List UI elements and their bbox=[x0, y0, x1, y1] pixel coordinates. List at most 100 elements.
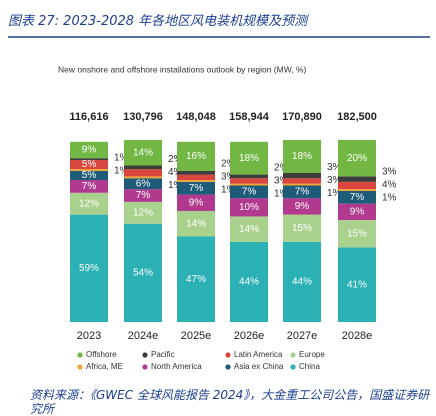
legend-swatch bbox=[225, 352, 231, 358]
value-label-outside: 3% bbox=[327, 162, 342, 173]
bar-segment bbox=[70, 160, 108, 170]
value-label: 14% bbox=[133, 147, 153, 158]
legend-swatch bbox=[77, 364, 83, 370]
bar-segment bbox=[124, 140, 162, 166]
legend-swatch bbox=[225, 364, 231, 370]
bar-segment bbox=[338, 140, 376, 177]
value-label-outside: 2% bbox=[221, 159, 236, 170]
bar-segment bbox=[124, 176, 162, 179]
bar-segment bbox=[70, 192, 108, 215]
value-label: 15% bbox=[292, 223, 312, 234]
value-label: 18% bbox=[292, 151, 312, 162]
source-note: 资料来源：《GWEC 全球风能报告 2024》，大金重工公司公告，国盛证券研究所 bbox=[30, 388, 430, 416]
bar-segment bbox=[177, 180, 215, 182]
bar-segment bbox=[124, 169, 162, 177]
legend-swatch bbox=[142, 364, 148, 370]
bar-segment bbox=[124, 178, 162, 190]
value-label: 7% bbox=[136, 190, 151, 201]
legend-label: Europe bbox=[299, 350, 325, 359]
bar-segment bbox=[124, 223, 162, 322]
legend-swatch bbox=[290, 352, 296, 358]
value-label: 14% bbox=[239, 224, 259, 235]
value-label: 18% bbox=[239, 153, 259, 164]
value-label-outside: 4% bbox=[168, 167, 183, 178]
value-label: 44% bbox=[239, 277, 259, 288]
bar-segment bbox=[177, 236, 215, 322]
legend-label: China bbox=[299, 362, 320, 371]
bar-segment bbox=[177, 181, 215, 195]
value-label: 12% bbox=[79, 198, 99, 209]
bar-segment bbox=[124, 189, 162, 202]
bar-segment bbox=[177, 170, 215, 175]
value-label: 7% bbox=[350, 192, 365, 203]
value-label: 14% bbox=[186, 218, 206, 229]
bar-segment bbox=[283, 185, 321, 199]
value-label: 7% bbox=[82, 181, 97, 192]
bar-segment bbox=[70, 170, 108, 181]
bar-segment bbox=[338, 190, 376, 204]
value-label-outside: 3% bbox=[221, 172, 236, 183]
legend-swatch bbox=[77, 352, 83, 358]
bar-segment bbox=[70, 214, 108, 322]
bar-segment bbox=[283, 198, 321, 215]
bar-segment bbox=[70, 169, 108, 171]
legend-swatch bbox=[142, 352, 148, 358]
value-label-outside: 2% bbox=[274, 162, 289, 173]
value-label: 9% bbox=[82, 145, 97, 156]
bar-segment bbox=[283, 172, 321, 179]
value-label-outside: 1% bbox=[221, 185, 236, 196]
value-label: 15% bbox=[347, 228, 367, 239]
total-label: 130,796 bbox=[123, 111, 163, 123]
value-label-outside: 3% bbox=[382, 167, 397, 178]
bar-segment bbox=[230, 183, 268, 186]
value-label-outside: 4% bbox=[382, 180, 397, 191]
bar-segment bbox=[283, 140, 321, 173]
value-label: 9% bbox=[350, 207, 365, 218]
bar-segment bbox=[124, 165, 162, 170]
chart-title: New onshore and offshore installations o… bbox=[58, 64, 307, 74]
value-label-outside: 1% bbox=[168, 180, 183, 191]
value-label: 6% bbox=[136, 178, 151, 189]
value-label-outside: 1% bbox=[274, 188, 289, 199]
value-label: 9% bbox=[189, 197, 204, 208]
legend-label: North America bbox=[151, 362, 202, 371]
bar-segment bbox=[230, 216, 268, 242]
value-label: 44% bbox=[292, 277, 312, 288]
bar-segment bbox=[338, 220, 376, 248]
value-label: 12% bbox=[133, 207, 153, 218]
total-label: 116,616 bbox=[69, 111, 108, 123]
total-label: 158,944 bbox=[229, 111, 270, 123]
value-label-outside: 1% bbox=[382, 193, 397, 204]
bar-segment bbox=[70, 180, 108, 193]
bar-segment bbox=[177, 174, 215, 181]
legend-label: Offshore bbox=[86, 350, 117, 359]
legend-label: Asia ex China bbox=[234, 362, 284, 371]
bar-segment bbox=[338, 189, 376, 191]
value-label: 16% bbox=[186, 151, 206, 162]
bar-segment bbox=[230, 185, 268, 199]
bar-segment bbox=[230, 174, 268, 179]
legend-label: Latin America bbox=[234, 350, 283, 359]
value-label: 59% bbox=[79, 263, 99, 274]
x-tick-label: 2023 bbox=[77, 330, 101, 342]
legend-swatch bbox=[290, 364, 296, 370]
value-label: 20% bbox=[347, 153, 367, 164]
value-label: 9% bbox=[295, 201, 310, 212]
x-tick-label: 2027e bbox=[287, 330, 318, 342]
bar-segment bbox=[230, 198, 268, 217]
value-label: 47% bbox=[186, 274, 206, 285]
value-label-outside: 1% bbox=[114, 166, 129, 177]
value-label: 54% bbox=[133, 268, 153, 279]
bar-segment bbox=[283, 178, 321, 184]
x-tick-label: 2028e bbox=[342, 330, 373, 342]
bar-segment bbox=[283, 183, 321, 186]
value-label-outside: 3% bbox=[274, 175, 289, 186]
bar-segment bbox=[283, 214, 321, 242]
bar-segment bbox=[338, 181, 376, 190]
value-label: 7% bbox=[189, 183, 204, 194]
bar-segment bbox=[230, 141, 268, 175]
total-label: 170,890 bbox=[282, 111, 322, 123]
bar-segment bbox=[70, 141, 108, 159]
x-tick-label: 2026e bbox=[234, 330, 265, 342]
